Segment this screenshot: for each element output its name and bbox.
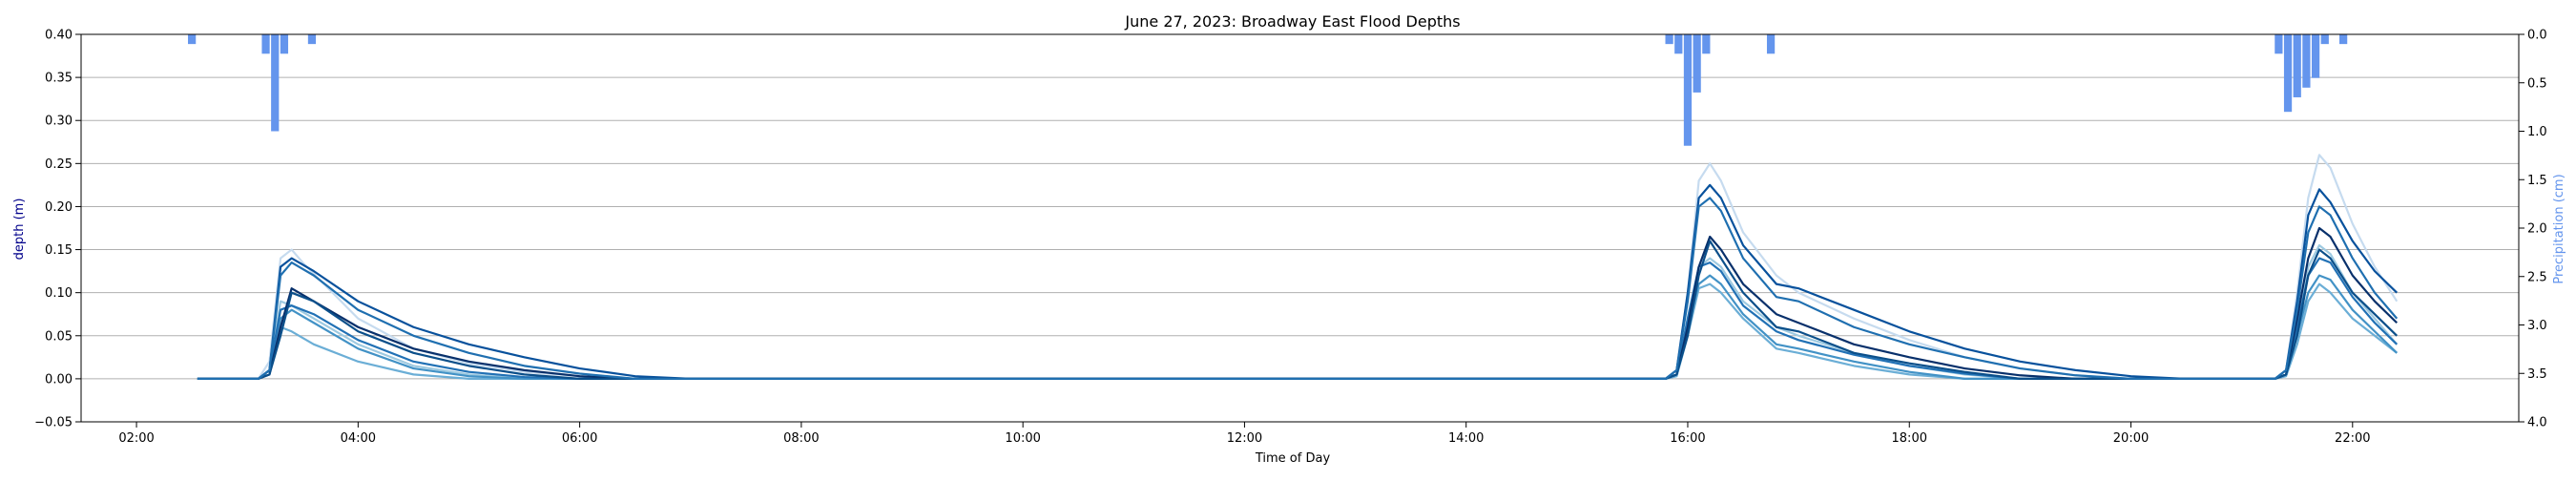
y2-tick-label: 0.0 <box>2527 29 2547 43</box>
x-axis-label: Time of Day <box>1255 451 1331 466</box>
depth-series-line <box>197 282 2398 380</box>
x-tick-label: 22:00 <box>2335 431 2370 446</box>
y2-tick-label: 3.5 <box>2527 367 2547 382</box>
y2-tick-label: 1.5 <box>2527 174 2547 188</box>
precip-bar <box>2302 34 2311 88</box>
x-tick-label: 18:00 <box>1892 431 1927 446</box>
y2-axis-label: Precipitation (cm) <box>2552 174 2566 283</box>
x-tick-label: 10:00 <box>1005 431 1040 446</box>
depth-series-line <box>197 243 2399 380</box>
precip-bar <box>1766 34 1776 54</box>
x-tick-label: 16:00 <box>1670 431 1705 446</box>
precip-bar <box>1693 34 1701 93</box>
depth-series-line <box>197 197 2399 380</box>
precip-bar <box>2275 34 2283 54</box>
depth-series-line <box>197 257 2399 380</box>
depth-series-line <box>197 274 2399 380</box>
y-tick-label: 0.15 <box>45 243 73 258</box>
plot-frame <box>80 33 2520 423</box>
precip-bar <box>2311 34 2320 78</box>
precipitation-bars <box>188 34 2348 146</box>
precip-bar <box>307 34 317 45</box>
y-tick-label: 0.30 <box>45 115 73 129</box>
precip-bar <box>1683 34 1693 146</box>
y2-tick-label: 0.5 <box>2527 76 2547 91</box>
precip-bar <box>1702 34 1711 54</box>
x-tick-label: 02:00 <box>118 431 154 446</box>
axes: −0.05 0.00 0.05 0.10 0.15 0.20 0.25 0.30 0.35 0.4… <box>34 29 2547 447</box>
depth-lines <box>197 154 2399 380</box>
precip-bar <box>280 34 289 54</box>
y2-tick-label: 2.5 <box>2527 270 2547 284</box>
precip-bar <box>1674 34 1683 54</box>
precip-bar <box>271 34 280 132</box>
precip-bar <box>2283 34 2293 113</box>
y2-tick-label: 2.0 <box>2527 222 2547 237</box>
precip-bar <box>261 34 270 54</box>
x-tick-label: 12:00 <box>1227 431 1262 446</box>
y-tick-label: 0.05 <box>45 329 73 344</box>
y-tick-label: 0.35 <box>45 72 73 86</box>
y-tick-label: 0.20 <box>45 200 73 215</box>
grid <box>81 76 2519 380</box>
y-tick-label: 0.00 <box>45 372 73 387</box>
y2-tick-label: 1.0 <box>2527 125 2547 139</box>
precip-bar <box>2339 34 2348 45</box>
precip-bar <box>2293 34 2301 97</box>
depth-series-line <box>197 154 2399 380</box>
y-tick-label: 0.10 <box>45 286 73 301</box>
y-tick-label: 0.25 <box>45 157 73 172</box>
x-tick-label: 20:00 <box>2113 431 2149 446</box>
y-tick-label: 0.40 <box>45 29 73 43</box>
x-tick-label: 06:00 <box>562 431 597 446</box>
y2-tick-label: 4.0 <box>2527 416 2547 430</box>
precip-bar <box>2320 34 2329 45</box>
x-tick-label: 14:00 <box>1448 431 1484 446</box>
y2-tick-label: 3.0 <box>2527 319 2547 333</box>
depth-series-line <box>197 183 2399 380</box>
x-tick-label: 04:00 <box>341 431 376 446</box>
y-tick-label: −0.05 <box>34 416 73 430</box>
y-axis-label: depth (m) <box>12 199 27 261</box>
chart-title: June 27, 2023: Broadway East Flood Depth… <box>1124 12 1460 31</box>
depth-series-line <box>197 226 2399 380</box>
depth-series-line <box>197 240 2399 380</box>
precip-bar <box>188 34 197 45</box>
precip-bar <box>1665 34 1673 45</box>
x-tick-label: 08:00 <box>783 431 819 446</box>
